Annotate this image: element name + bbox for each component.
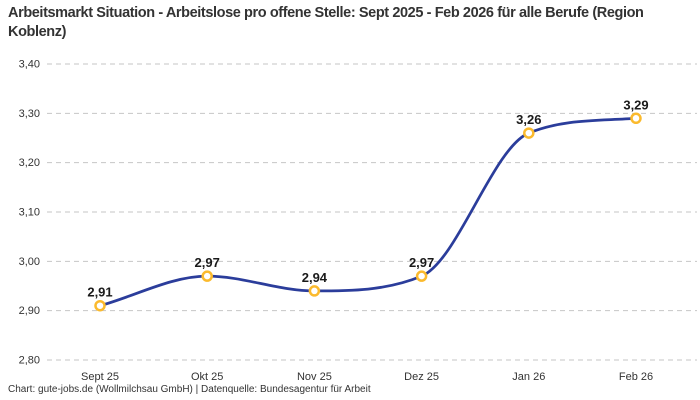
y-tick-label: 3,30	[19, 108, 40, 120]
data-point-label: 2,97	[195, 255, 220, 270]
x-tick-label: Dez 25	[404, 371, 439, 383]
data-point-label: 3,29	[623, 97, 648, 112]
y-tick-label: 2,80	[19, 355, 40, 367]
data-point-label: 3,26	[516, 112, 541, 127]
data-point-label: 2,91	[87, 285, 112, 300]
data-point-marker	[201, 270, 213, 282]
data-point-markers	[94, 112, 642, 312]
y-tick-label: 3,40	[19, 59, 40, 71]
y-tick-label: 3,00	[19, 256, 40, 268]
data-point-marker	[94, 299, 106, 312]
data-point-marker	[523, 127, 535, 139]
data-point-label: 2,97	[409, 255, 434, 270]
y-tick-label: 3,20	[19, 157, 40, 169]
y-tick-label: 2,90	[19, 305, 40, 317]
data-point-marker	[415, 270, 428, 282]
chart-title: Arbeitsmarkt Situation - Arbeitslose pro…	[8, 5, 644, 40]
gridlines-group	[47, 63, 697, 361]
data-point-labels: 2,91 2,97 2,94 2,97 3,26 3,29	[87, 97, 648, 299]
data-point-label: 2,94	[302, 270, 328, 285]
y-axis-tick-labels: 2,80 2,90 3,00 3,10 3,20 3,30 3,40	[19, 59, 40, 367]
x-tick-label: Feb 26	[619, 371, 653, 383]
data-point-marker	[630, 112, 642, 125]
x-tick-label: Nov 25	[297, 371, 332, 383]
y-tick-label: 3,10	[19, 207, 40, 219]
x-tick-label: Sept 25	[81, 371, 119, 383]
x-tick-label: Okt 25	[191, 371, 223, 383]
data-point-marker	[308, 285, 321, 297]
x-tick-label: Jan 26	[512, 371, 545, 383]
chart-footer-attribution: Chart: gute-jobs.de (Wollmilchsau GmbH) …	[8, 384, 371, 395]
x-axis-tick-labels: Sept 25 Okt 25 Nov 25 Dez 25 Jan 26 Feb 26	[81, 371, 653, 383]
